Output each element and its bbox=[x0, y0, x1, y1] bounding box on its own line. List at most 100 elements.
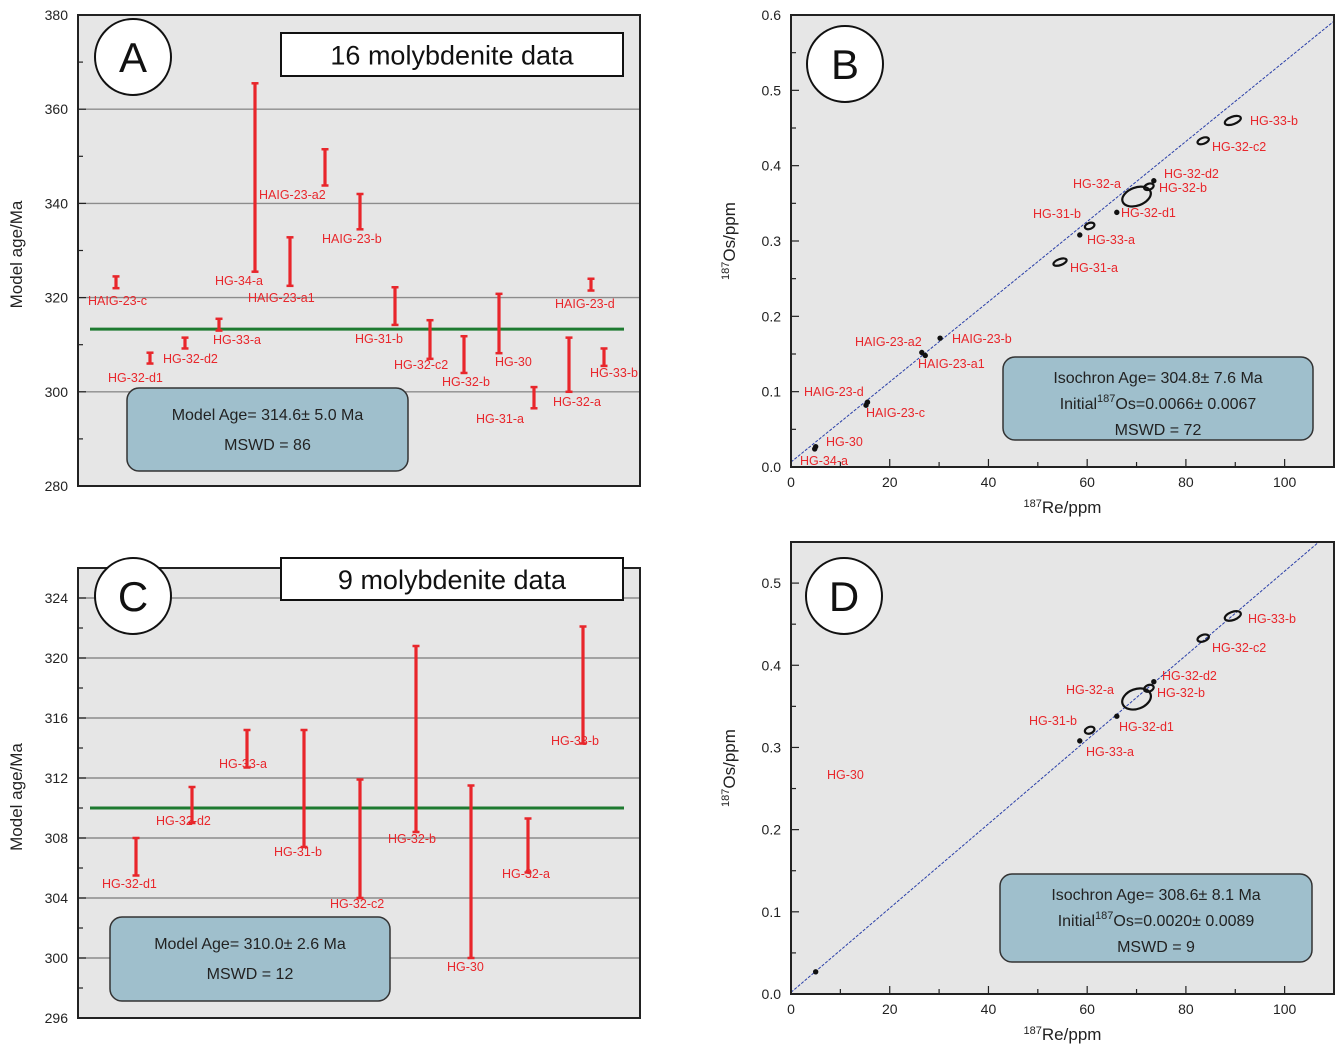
error-bar-hg-32-a: HG-32-a bbox=[502, 817, 550, 881]
y-tick-label: 0.5 bbox=[762, 575, 782, 591]
panel-a: 280300320340360380HAIG-23-cHG-32-d1HG-32… bbox=[45, 7, 641, 494]
y-tick-label: 0.1 bbox=[762, 904, 782, 920]
sample-label: HG-32-c2 bbox=[1212, 140, 1266, 154]
error-bar-hg-31-b: HG-31-b bbox=[355, 285, 403, 346]
y-tick-label: 0.3 bbox=[762, 739, 782, 755]
sample-label: HG-33-b bbox=[590, 366, 638, 380]
sample-label: HAIG-23-b bbox=[952, 332, 1012, 346]
data-point-hg-32-d1: HG-32-d1 bbox=[1114, 206, 1176, 220]
count-label-box bbox=[280, 32, 624, 77]
data-point-hg-33-a: HG-33-a bbox=[1077, 738, 1134, 759]
panel-letter-circle bbox=[806, 25, 884, 103]
y-tick-label: 308 bbox=[45, 830, 69, 846]
x-tick-label: 0 bbox=[787, 474, 795, 490]
sample-label: HG-30 bbox=[447, 960, 484, 974]
mswd-text: MSWD = 86 bbox=[224, 437, 311, 454]
error-bar-hg-30: HG-30 bbox=[447, 784, 484, 974]
sample-label: HG-30 bbox=[495, 355, 532, 369]
model-age-text: Model Age= 310.0± 2.6 Ma bbox=[154, 936, 346, 953]
error-bar-haig-23-a1: HAIG-23-a1 bbox=[248, 236, 315, 305]
panel-c: 296 300 304 308 312 316 320 324 HG-32-d1 HG-32-d2… bbox=[45, 557, 641, 1026]
sample-label: HG-32-a bbox=[1066, 683, 1114, 697]
sample-label: HAIG-23-a2 bbox=[259, 188, 326, 202]
x-tick-label: 80 bbox=[1178, 474, 1194, 490]
data-point-haig-23-b: HAIG-23-b bbox=[937, 332, 1012, 346]
x-tick-label: 60 bbox=[1079, 1001, 1095, 1017]
sample-label: HG-32-d1 bbox=[108, 371, 163, 385]
sample-label: HG-32-d1 bbox=[1121, 206, 1176, 220]
mswd-text: MSWD = 9 bbox=[1117, 939, 1195, 956]
sample-label: HG-30 bbox=[826, 435, 863, 449]
error-bar-hg-32-d1: HG-32-d1 bbox=[102, 836, 157, 891]
error-bar-hg-32-c2: HG-32-c2 bbox=[394, 318, 448, 372]
x-tick-label: 40 bbox=[981, 1001, 997, 1017]
sample-label: HG-33-a bbox=[219, 757, 267, 771]
error-ellipse bbox=[1077, 232, 1083, 238]
sample-label: HG-32-d2 bbox=[1162, 669, 1217, 683]
data-point-haig-23-a2: HAIG-23-a2 bbox=[855, 335, 925, 356]
y-tick-label: 280 bbox=[45, 478, 69, 494]
sample-label: HAIG-23-a2 bbox=[855, 335, 922, 349]
result-box bbox=[999, 873, 1313, 963]
error-ellipse bbox=[919, 349, 925, 356]
error-bar-hg-30: HG-30 bbox=[495, 292, 532, 369]
sample-label: HG-32-c2 bbox=[1212, 641, 1266, 655]
error-bar-hg-33-b: HG-33-b bbox=[551, 625, 599, 748]
data-point-haig-23-a1: HAIG-23-a1 bbox=[918, 352, 985, 371]
y-tick-label: 300 bbox=[45, 384, 69, 400]
y-tick-label: 304 bbox=[45, 890, 69, 906]
y-tick-label: 0.0 bbox=[762, 986, 782, 1002]
error-ellipse bbox=[1083, 221, 1096, 231]
x-tick-label: 100 bbox=[1273, 1001, 1297, 1017]
y-axis-title-sup: 187 bbox=[720, 262, 732, 280]
error-ellipse bbox=[1114, 713, 1120, 719]
count-label: 16 molybdenite data bbox=[330, 41, 574, 71]
error-bar-haig-23-a2: HAIG-23-a2 bbox=[259, 147, 329, 202]
y-axis-title: Model age/Ma bbox=[7, 743, 26, 851]
sample-label: HG-32-d1 bbox=[102, 877, 157, 891]
error-ellipse bbox=[1223, 114, 1242, 127]
data-point-hg-32-a: HG-32-a bbox=[1073, 177, 1152, 208]
isochron-age-text: Isochron Age= 304.8± 7.6 Ma bbox=[1053, 370, 1262, 387]
error-bar-hg-32-c2: HG-32-c2 bbox=[330, 778, 384, 911]
result-box bbox=[109, 916, 391, 1002]
error-ellipse bbox=[922, 352, 928, 359]
panel-letter-circle bbox=[94, 18, 172, 96]
error-bar-hg-31-b: HG-31-b bbox=[274, 728, 322, 859]
sample-label: HG-32-b bbox=[1159, 181, 1207, 195]
y-axis-title: 187Os/ppm bbox=[720, 729, 739, 807]
error-bar-haig-23-d: HAIG-23-d bbox=[555, 277, 615, 311]
panel-letter-circle bbox=[94, 557, 172, 635]
y-tick-label: 320 bbox=[45, 290, 69, 306]
error-bar-haig-23-c: HAIG-23-c bbox=[88, 275, 147, 308]
sample-label: HG-32-b bbox=[442, 375, 490, 389]
count-label: 9 molybdenite data bbox=[338, 565, 567, 595]
sample-label: HG-33-b bbox=[551, 734, 599, 748]
data-point-hg-32-d1: HG-32-d1 bbox=[1114, 713, 1174, 734]
data-point-hg-32-d2: HG-32-d2 bbox=[1151, 167, 1219, 184]
sample-label: HG-32-d2 bbox=[163, 352, 218, 366]
data-point-hg-33-b: HG-33-b bbox=[1223, 610, 1296, 626]
x-tick-label: 60 bbox=[1079, 474, 1095, 490]
sample-label: HG-32-d2 bbox=[156, 814, 211, 828]
model-age-text: Model Age= 314.6± 5.0 Ma bbox=[172, 407, 364, 424]
x-axis-title: 187Re/ppm bbox=[1024, 498, 1102, 517]
sample-label: HAIG-23-a1 bbox=[918, 357, 985, 371]
error-ellipse bbox=[1121, 687, 1152, 711]
error-bar-hg-32-d2: HG-32-d2 bbox=[163, 336, 218, 366]
x-tick-label: 80 bbox=[1178, 1001, 1194, 1017]
sample-label: HG-32-a bbox=[1073, 177, 1121, 191]
data-point-haig-23-c: HAIG-23-c bbox=[863, 402, 925, 420]
error-bar-hg-33-a: HG-33-a bbox=[213, 317, 261, 347]
y-tick-label: 340 bbox=[45, 195, 69, 211]
sample-label: HG-32-c2 bbox=[330, 897, 384, 911]
error-ellipse bbox=[1151, 178, 1157, 184]
sample-label: HG-34-a bbox=[800, 454, 848, 468]
y-tick-label: 324 bbox=[45, 590, 69, 606]
y-tick-label: 0.4 bbox=[762, 657, 782, 673]
panel-b: 0 20 40 60 80 100 0.0 0.1 0.2 0.3 0.4 0.5 0.6 HG-33-b… bbox=[762, 7, 1335, 517]
error-ellipse bbox=[863, 402, 869, 408]
sample-label: HAIG-23-c bbox=[866, 406, 925, 420]
sample-label: HG-32-b bbox=[1157, 686, 1205, 700]
